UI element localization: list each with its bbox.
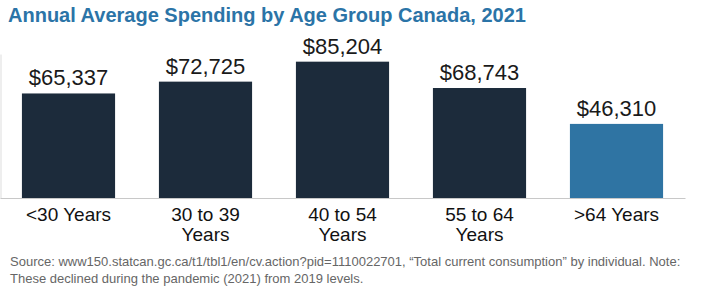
data-label: $65,337 xyxy=(29,65,109,90)
x-tick-label: 55 to 64Years xyxy=(445,204,514,245)
bar xyxy=(433,88,526,198)
baseline xyxy=(1,198,686,199)
data-label: $68,743 xyxy=(440,60,520,85)
bar xyxy=(22,93,115,198)
x-tick: 30 to 39Years xyxy=(171,204,240,245)
x-tick-label: 40 to 54Years xyxy=(308,204,377,245)
bars xyxy=(22,62,663,198)
bar xyxy=(570,124,663,198)
bar xyxy=(159,82,252,198)
x-tick: <30 Years xyxy=(26,204,111,225)
source-note: Source: www150.statcan.gc.ca/t1/tbl1/en/… xyxy=(10,254,680,286)
chart: Annual Average Spending by Age Group Can… xyxy=(0,0,702,298)
data-labels: $65,337 $72,725 $85,204 $68,743 $46,310 xyxy=(29,34,657,121)
y-axis-line xyxy=(1,55,2,199)
x-tick: >64 Years xyxy=(574,204,659,225)
x-tick-label: >64 Years xyxy=(574,204,659,225)
x-axis: <30 Years 30 to 39Years 40 to 54Years 55 to… xyxy=(1,199,686,246)
x-tick-label: 30 to 39Years xyxy=(171,204,240,245)
data-label: $72,725 xyxy=(166,54,246,79)
bar xyxy=(296,62,389,198)
data-label: $85,204 xyxy=(303,34,383,59)
y-axis xyxy=(1,55,2,199)
title: Annual Average Spending by Age Group Can… xyxy=(8,4,526,26)
x-tick: 55 to 64Years xyxy=(445,204,514,245)
x-tick: 40 to 54Years xyxy=(308,204,377,245)
x-tick-label: <30 Years xyxy=(26,204,111,225)
data-label: $46,310 xyxy=(577,96,657,121)
